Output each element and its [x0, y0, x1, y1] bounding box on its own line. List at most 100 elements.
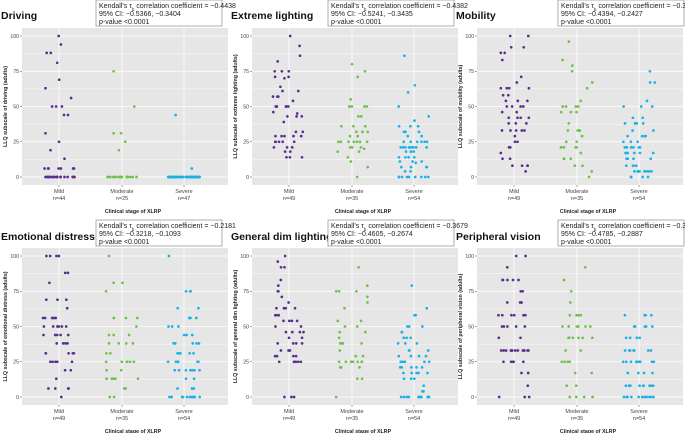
data-point-severe [184, 368, 188, 372]
ci-value: −0.5241, −0.3435 [358, 11, 413, 18]
data-point-moderate [564, 105, 568, 108]
y-tick-label: 100 [465, 34, 474, 40]
data-point-moderate [346, 155, 350, 159]
data-point-moderate [582, 395, 586, 399]
data-point-mild [288, 34, 292, 38]
data-point-severe [629, 360, 633, 364]
y-tick-label: 25 [13, 140, 19, 146]
data-point-moderate [566, 360, 570, 364]
data-point-mild [281, 140, 285, 144]
data-point-severe [641, 384, 645, 388]
data-point-mild [64, 298, 68, 302]
data-point-moderate [337, 140, 340, 144]
data-point-mild [515, 110, 519, 114]
data-point-severe [631, 164, 635, 168]
data-point-moderate [112, 131, 115, 135]
panel-title: Extreme lighting [231, 10, 313, 22]
data-point-mild [44, 131, 47, 135]
data-point-mild [527, 86, 531, 90]
data-point-moderate [119, 368, 123, 372]
data-point-severe [626, 371, 630, 375]
data-point-severe [648, 395, 651, 399]
data-point-severe [629, 384, 632, 388]
y-tick-label: 100 [10, 254, 19, 260]
data-point-moderate [590, 81, 594, 84]
data-point-mild [526, 371, 530, 375]
data-point-moderate [344, 360, 348, 364]
data-point-mild [45, 51, 49, 55]
tau-subscript: b [364, 7, 367, 12]
data-point-moderate [350, 62, 354, 66]
data-point-severe [426, 371, 429, 375]
x-axis-title: Clinical stage of XLRP [335, 429, 392, 433]
data-point-moderate [565, 384, 569, 388]
data-point-mild [507, 122, 511, 125]
tau-value: −0.4382 [442, 3, 468, 10]
x-axis-title: Clinical stage of XLRP [560, 429, 617, 433]
data-point-mild [70, 360, 74, 364]
data-point-mild [526, 164, 529, 168]
data-point-moderate [334, 395, 338, 399]
data-point-mild [273, 69, 277, 73]
data-point-moderate [349, 160, 353, 163]
data-point-moderate [568, 395, 572, 399]
data-point-mild [54, 105, 58, 108]
data-point-severe [407, 146, 411, 149]
data-point-mild [516, 116, 519, 120]
data-point-severe [403, 360, 407, 364]
y-axis-title: LLQ subscale of peripheral vision (adult… [458, 273, 464, 379]
data-point-mild [519, 336, 522, 340]
tau-suffix: correlation coefficient = [134, 3, 210, 10]
kendall-tau-line: Kendall's τb correlation coefficient = −… [331, 3, 468, 12]
data-point-severe [181, 175, 185, 179]
data-point-severe [635, 122, 639, 125]
ci-line: 95% CI: −0.4605, −0.2674 [331, 231, 413, 238]
data-point-mild [44, 298, 48, 302]
data-point-severe [624, 164, 628, 168]
data-point-severe [180, 395, 184, 399]
data-point-mild [287, 75, 290, 79]
data-point-mild [522, 45, 526, 49]
data-point-severe [169, 175, 172, 179]
data-point-moderate [336, 150, 340, 153]
stats-box-border [557, 0, 685, 27]
data-point-mild [283, 150, 287, 153]
data-point-moderate [117, 148, 121, 152]
data-point-severe [649, 349, 653, 352]
data-point-severe [646, 349, 650, 352]
x-category-label: Mild [284, 409, 294, 415]
data-point-mild [276, 313, 280, 317]
data-point-severe [176, 306, 180, 310]
data-point-severe [423, 360, 426, 364]
x-category-label: Mild [54, 409, 64, 415]
data-point-moderate [590, 336, 594, 340]
stats-box-border [327, 219, 455, 247]
data-point-moderate [114, 377, 117, 381]
data-point-severe [645, 99, 649, 103]
data-point-mild [273, 354, 277, 358]
data-point-mild [283, 254, 287, 258]
data-point-moderate [135, 175, 138, 179]
data-point-moderate [564, 140, 568, 144]
data-point-severe [400, 175, 404, 179]
data-point-severe [185, 175, 189, 179]
data-point-severe [626, 151, 629, 155]
data-point-severe [397, 105, 401, 108]
data-point-severe [397, 155, 401, 159]
data-point-mild [46, 175, 50, 179]
data-point-moderate [108, 351, 112, 355]
data-point-severe [409, 354, 413, 358]
data-point-severe [188, 395, 192, 399]
data-point-mild [511, 360, 515, 364]
chart-panel-extreme-lighting: Extreme lighting Kendall's τb correlation… [231, 0, 468, 215]
data-point-severe [187, 175, 191, 179]
data-point-mild [64, 325, 68, 328]
data-point-severe [193, 175, 196, 179]
data-point-severe [402, 140, 406, 144]
data-point-mild [526, 99, 529, 103]
data-point-mild [48, 281, 51, 285]
stats-box-border [95, 219, 223, 247]
stats-box: Kendall's τb correlation coefficient = −… [327, 0, 468, 27]
data-point-severe [653, 81, 657, 84]
data-point-severe [637, 395, 641, 399]
